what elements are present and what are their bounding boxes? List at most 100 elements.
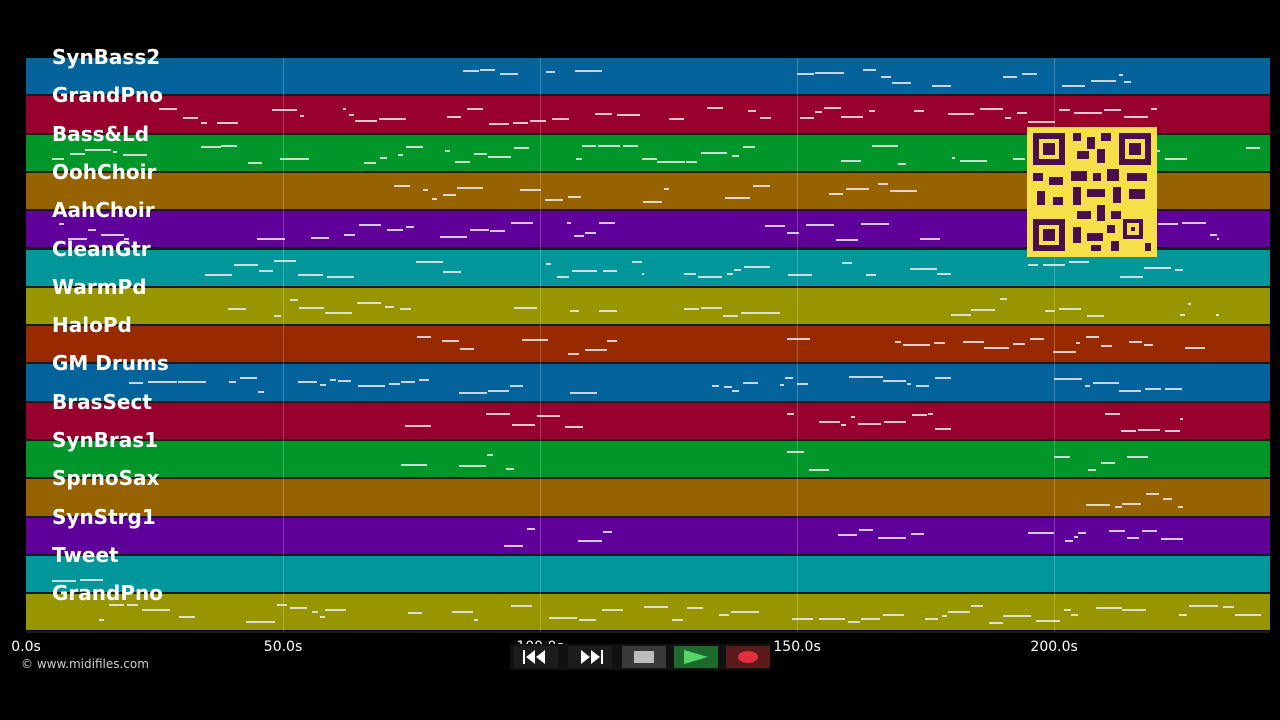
note xyxy=(446,116,461,119)
note xyxy=(326,275,354,278)
note xyxy=(941,614,947,617)
lane-separator xyxy=(26,209,1270,212)
note xyxy=(1054,456,1071,459)
track-lane[interactable] xyxy=(26,479,1270,516)
note xyxy=(343,107,347,110)
note xyxy=(1028,120,1056,123)
note xyxy=(599,309,618,312)
note xyxy=(512,424,535,427)
note xyxy=(416,336,432,339)
note xyxy=(1119,390,1142,393)
note xyxy=(1127,536,1139,539)
note xyxy=(878,182,889,185)
note xyxy=(1164,158,1187,161)
note xyxy=(297,274,324,277)
note xyxy=(51,580,76,583)
note xyxy=(881,76,891,79)
note xyxy=(469,229,489,232)
note xyxy=(1074,112,1102,115)
note xyxy=(442,194,457,197)
note xyxy=(1129,340,1142,343)
note xyxy=(1223,606,1235,609)
note xyxy=(1029,338,1044,341)
record-button[interactable] xyxy=(726,646,770,668)
note xyxy=(504,544,523,547)
stop-button[interactable] xyxy=(622,646,666,668)
note xyxy=(574,70,602,73)
note xyxy=(1087,468,1096,471)
note xyxy=(607,339,618,342)
note xyxy=(512,122,528,125)
record-icon xyxy=(738,651,758,663)
note xyxy=(1013,342,1026,345)
note xyxy=(348,113,355,116)
track-lane[interactable] xyxy=(26,594,1270,631)
note xyxy=(1122,608,1147,611)
note xyxy=(567,221,571,224)
note xyxy=(836,238,859,241)
track-lane[interactable] xyxy=(26,402,1270,439)
note xyxy=(970,604,983,607)
note xyxy=(1164,429,1180,432)
track-lane[interactable] xyxy=(26,326,1270,363)
note xyxy=(1095,607,1123,610)
tick-label: 50.0s xyxy=(263,639,303,655)
note xyxy=(866,274,877,277)
note xyxy=(324,311,353,314)
note xyxy=(1184,347,1205,350)
track-lane[interactable] xyxy=(26,364,1270,401)
note xyxy=(488,155,512,158)
track-lane[interactable] xyxy=(26,517,1270,554)
note xyxy=(488,122,509,125)
note xyxy=(815,72,844,75)
rewind-button[interactable] xyxy=(514,646,558,668)
note xyxy=(594,113,612,116)
note xyxy=(894,340,902,343)
track-lane[interactable] xyxy=(26,287,1270,325)
note xyxy=(343,233,355,236)
note xyxy=(819,618,845,621)
note xyxy=(919,237,941,240)
note xyxy=(527,528,536,531)
note xyxy=(354,119,378,122)
note xyxy=(935,428,952,431)
qr-code xyxy=(1027,127,1157,257)
note xyxy=(883,421,907,424)
note xyxy=(1090,79,1116,82)
note xyxy=(227,308,247,311)
note xyxy=(734,269,742,272)
play-button[interactable] xyxy=(674,646,718,668)
track-lane[interactable] xyxy=(26,555,1270,593)
note xyxy=(229,380,237,383)
track-lane[interactable] xyxy=(26,58,1270,95)
note xyxy=(1145,492,1159,495)
note xyxy=(934,377,951,380)
fast-forward-button[interactable] xyxy=(568,646,612,668)
stop-icon xyxy=(634,651,654,663)
note xyxy=(848,375,861,378)
track-lane[interactable] xyxy=(26,96,1270,133)
note xyxy=(731,154,740,157)
note xyxy=(697,276,722,279)
note xyxy=(786,338,810,341)
note xyxy=(792,618,814,621)
note xyxy=(892,81,911,84)
note xyxy=(1077,531,1086,534)
note xyxy=(872,144,898,147)
note xyxy=(877,536,907,539)
note xyxy=(455,160,471,163)
note xyxy=(324,608,347,611)
note xyxy=(551,117,570,120)
note xyxy=(408,611,422,614)
note xyxy=(466,108,484,111)
note xyxy=(742,146,755,149)
track-lane[interactable] xyxy=(26,441,1270,478)
note xyxy=(405,424,431,427)
note xyxy=(201,146,222,149)
lane-separator xyxy=(26,285,1270,288)
note xyxy=(126,604,138,607)
note xyxy=(1180,313,1186,316)
note xyxy=(514,146,529,149)
note xyxy=(623,144,638,147)
note xyxy=(1158,222,1178,225)
